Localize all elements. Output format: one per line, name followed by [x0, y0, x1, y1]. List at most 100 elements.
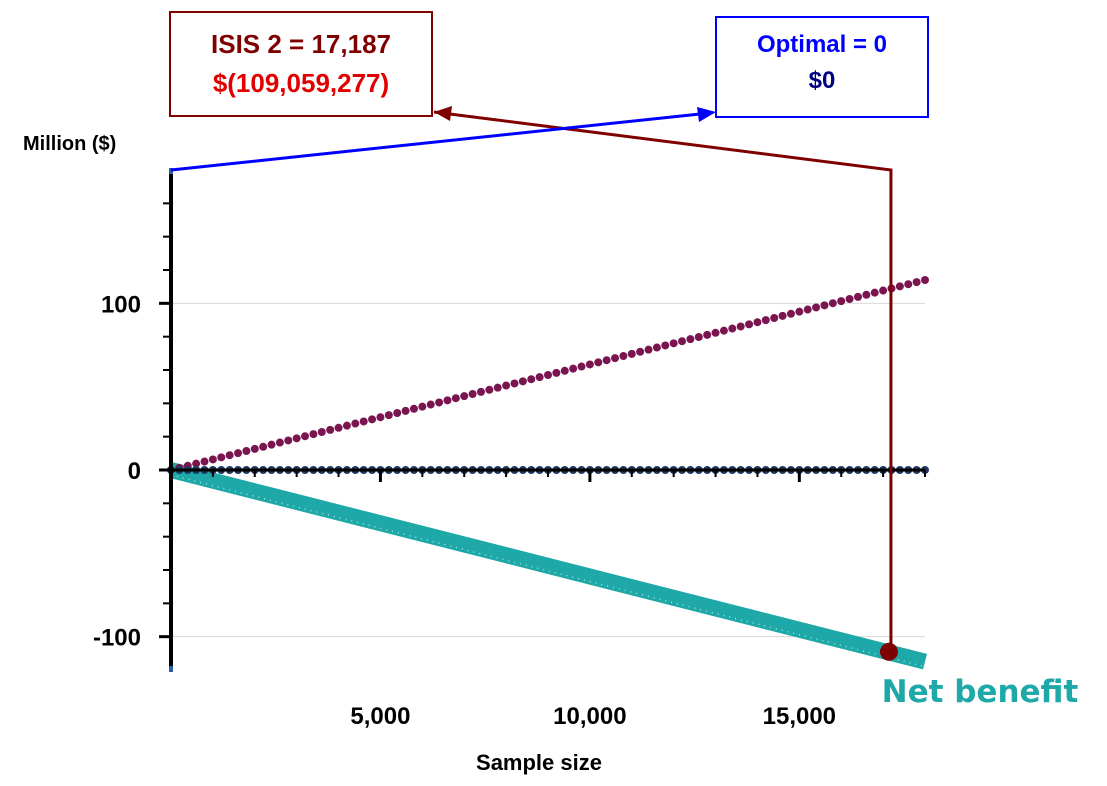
series-cost-point — [384, 411, 393, 420]
isis2-connector — [433, 110, 893, 652]
series-cost-point — [560, 366, 569, 375]
series-cost-point — [862, 290, 871, 299]
x-tick-label: 15,000 — [763, 703, 836, 730]
series-cost-point — [611, 354, 620, 363]
series-cost-point — [351, 419, 360, 428]
x-axis-label: Sample size — [476, 750, 602, 775]
series-cost-point — [812, 303, 821, 312]
series-cost-point — [837, 297, 846, 306]
series-cost-point — [401, 406, 410, 415]
axis-layer: -100 0 100 5,000 10,000 15,000 — [93, 168, 926, 730]
series-cost-point — [803, 305, 812, 314]
series-cost-point — [342, 421, 351, 430]
isis2-marker — [879, 642, 898, 661]
series-cost-point — [527, 375, 536, 384]
series-cost-point — [627, 349, 636, 358]
series-cost-point — [435, 398, 444, 407]
series-cost-point — [309, 430, 318, 439]
y-tick-label: 100 — [101, 291, 141, 318]
series-cost-point — [301, 432, 310, 441]
series-cost-point — [686, 335, 695, 344]
series-cost-point — [745, 320, 754, 329]
series-cost-point — [594, 358, 603, 367]
series-cost-point — [652, 343, 661, 352]
series-cost-point — [493, 383, 502, 392]
series-cost-point — [225, 451, 234, 460]
series-cost-point — [703, 330, 712, 339]
series-cost-point — [368, 415, 377, 424]
series-cost-point — [208, 455, 217, 464]
optimal-connector — [170, 112, 701, 172]
series-cost-point — [711, 328, 720, 337]
series-cost-point — [912, 278, 921, 287]
optimal-annotation-box — [715, 16, 929, 118]
series-cost-point — [326, 425, 335, 434]
series-cost-point — [786, 309, 795, 318]
series-cost-point — [845, 295, 854, 303]
series-cost-point — [552, 368, 561, 377]
series-cost-point — [393, 409, 402, 417]
series-cost-point — [476, 387, 485, 396]
series-cost-point — [292, 434, 301, 443]
series-cost-point — [795, 307, 804, 316]
series-cost-point — [778, 311, 787, 320]
series-cost-point — [242, 447, 251, 455]
optimal-arrowhead — [697, 107, 716, 122]
series-cost-point — [217, 453, 226, 462]
series-cost-point — [820, 301, 829, 310]
series-cost-point — [577, 362, 586, 371]
series-cost-point — [359, 417, 368, 426]
isis2-annotation-value: $(109,059,277) — [213, 68, 389, 98]
series-cost-point — [518, 377, 527, 386]
series-cost-point — [418, 402, 427, 411]
series-cost-point — [619, 352, 628, 360]
net-benefit-label: Net benefit — [882, 674, 1079, 710]
series-cost-point — [200, 457, 209, 466]
series-cost-point — [502, 381, 511, 390]
optimal-annotation-title: Optimal = 0 — [757, 31, 887, 58]
annotation-layer — [170, 106, 898, 661]
series-cost-point — [904, 280, 913, 289]
series-cost-point — [275, 438, 284, 447]
series-cost-point — [870, 288, 879, 297]
series-cost-point — [719, 326, 728, 335]
isis2-arrowhead — [434, 106, 452, 121]
series-cost-point — [544, 371, 552, 379]
series-cost-point — [234, 449, 243, 458]
series-cost-point — [879, 286, 888, 295]
series-cost-point — [853, 292, 862, 301]
series-cost-point — [636, 347, 645, 356]
series-cost-point — [284, 436, 293, 445]
y-tick-label: -100 — [93, 625, 141, 652]
series-cost-point — [317, 428, 326, 436]
series-cost-point — [770, 314, 779, 322]
series-cost-point — [426, 400, 435, 409]
isis2-annotation-title: ISIS 2 = 17,187 — [211, 29, 391, 59]
series-cost-point — [443, 396, 452, 405]
series-cost-point — [728, 324, 737, 333]
series-cost-point — [569, 364, 578, 373]
series-cost-point — [753, 318, 762, 327]
series-cost-point — [192, 459, 201, 468]
series-cost-point — [661, 341, 670, 350]
series-cost-point — [376, 413, 385, 422]
x-tick-label: 10,000 — [553, 703, 626, 730]
series-cost-point — [409, 404, 418, 413]
series-cost-point — [510, 379, 519, 388]
series-net-benefit — [169, 462, 927, 670]
series-cost-point — [736, 322, 745, 331]
y-tick-label: 0 — [128, 458, 141, 485]
isis2-annotation-box — [169, 11, 433, 117]
series-cost-point — [761, 316, 770, 325]
series-cost-point — [468, 390, 477, 398]
series-cost-point — [334, 423, 343, 432]
series-cost-point — [895, 282, 904, 291]
series-cost-point — [669, 339, 678, 348]
series-cost-point — [585, 360, 594, 369]
series-cost-point — [451, 394, 460, 403]
series-cost-point — [535, 373, 544, 382]
series-cost-point — [259, 442, 268, 451]
series-cost-point — [602, 356, 611, 365]
series-cost-point — [460, 392, 469, 401]
